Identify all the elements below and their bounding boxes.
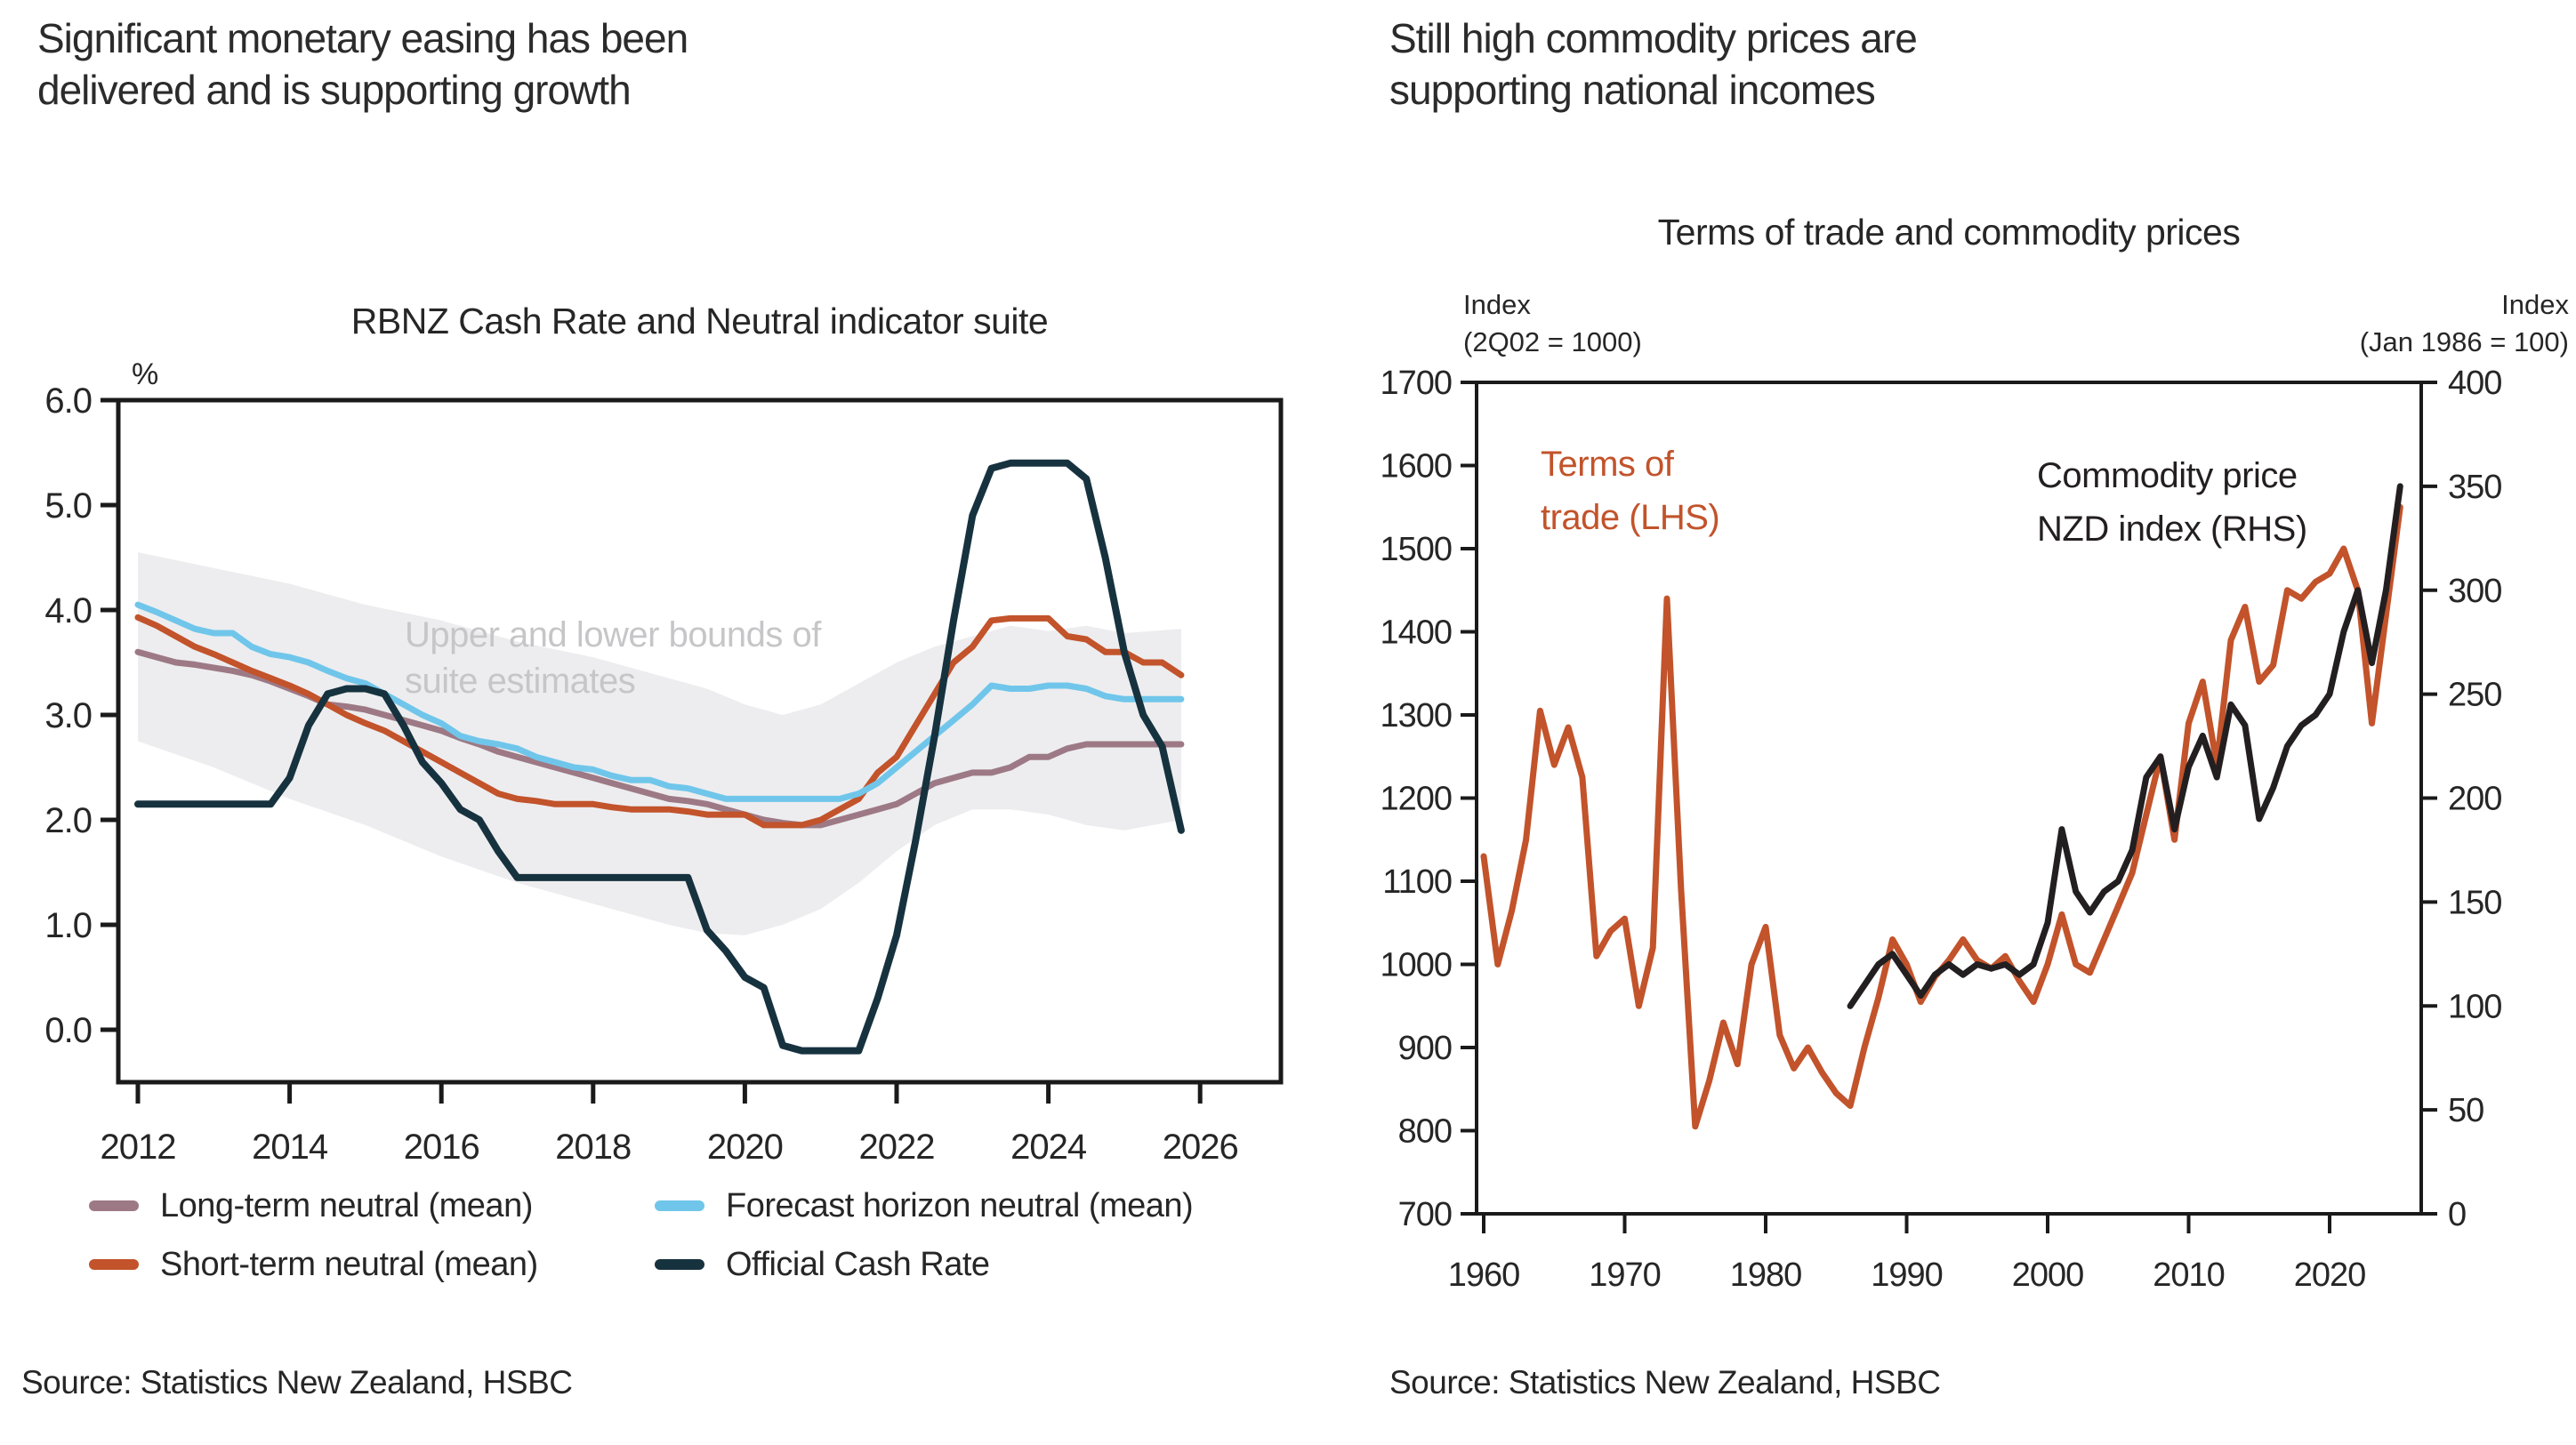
official-cash-rate-label: Official Cash Rate (726, 1245, 990, 1283)
svg-text:50: 50 (2448, 1092, 2483, 1129)
series-commodity-price-nzd-index-rhs- (1847, 483, 2403, 1009)
svg-text:300: 300 (2448, 573, 2501, 610)
right-panel-title-line2: supporting national incomes (1389, 67, 1876, 113)
left-axis-note-line1: Index (1463, 289, 1531, 320)
svg-text:350: 350 (2448, 469, 2501, 506)
series-forecast-horizon-neutral-mean- (134, 601, 1185, 802)
series-official-cash-rate (134, 459, 1185, 1055)
commodity-price-annotation: Commodity price NZD index (RHS) (2037, 449, 2307, 556)
right-plot-frame (1475, 381, 2423, 1216)
svg-text:2012: 2012 (101, 1128, 176, 1167)
long-term-neutral-swatch (89, 1200, 139, 1211)
svg-text:150: 150 (2448, 884, 2501, 921)
svg-text:1100: 1100 (1382, 863, 1452, 901)
svg-text:1300: 1300 (1380, 697, 1452, 735)
svg-text:2018: 2018 (555, 1128, 631, 1167)
short-term-neutral-swatch (89, 1259, 139, 1270)
suite-estimates-band (138, 552, 1181, 935)
svg-text:0: 0 (2448, 1196, 2466, 1233)
official-cash-rate-swatch (655, 1259, 704, 1270)
svg-text:700: 700 (1398, 1196, 1452, 1233)
left-plot-frame (116, 397, 1284, 1085)
svg-text:2000: 2000 (2012, 1256, 2084, 1294)
svg-text:2022: 2022 (859, 1128, 935, 1167)
svg-text:1600: 1600 (1380, 448, 1452, 486)
band-annotation: Upper and lower bounds of suite estimate… (405, 612, 821, 704)
commodity-price-annotation-line1: Commodity price (2037, 456, 2298, 495)
svg-text:400: 400 (2448, 365, 2501, 402)
left-panel-title-line1: Significant monetary easing has been (37, 15, 688, 61)
svg-text:2024: 2024 (1010, 1128, 1087, 1167)
svg-text:1960: 1960 (1448, 1256, 1520, 1294)
right-axis-note-line1: Index (2501, 289, 2569, 320)
right-source: Source: Statistics New Zealand, HSBC (1389, 1364, 1941, 1401)
svg-text:800: 800 (1398, 1113, 1452, 1151)
svg-text:6.0: 6.0 (44, 381, 92, 421)
terms-of-trade-annotation: Terms of trade (LHS) (1541, 438, 1720, 544)
left-axis-note-line2: (2Q02 = 1000) (1463, 326, 1642, 357)
svg-text:2020: 2020 (707, 1128, 783, 1167)
terms-of-trade-chart: 1700160015001400130012001100100090080070… (1380, 365, 2502, 1294)
short-term-neutral-label: Short-term neutral (mean) (160, 1245, 538, 1283)
svg-text:2014: 2014 (252, 1128, 328, 1167)
right-panel-title-line1: Still high commodity prices are (1389, 15, 1918, 61)
right-axis-note-line2: (Jan 1986 = 100) (2359, 326, 2569, 357)
legend-item-short-term-neutral: Short-term neutral (mean) (89, 1245, 538, 1284)
terms-of-trade-annotation-line2: trade (LHS) (1541, 498, 1720, 537)
svg-text:2010: 2010 (2153, 1256, 2225, 1294)
svg-text:900: 900 (1398, 1030, 1452, 1067)
svg-text:1970: 1970 (1589, 1256, 1661, 1294)
terms-of-trade-annotation-line1: Terms of (1541, 445, 1674, 484)
left-source: Source: Statistics New Zealand, HSBC (21, 1364, 573, 1401)
right-axis-note: Index (Jan 1986 = 100) (2213, 286, 2569, 361)
svg-text:1000: 1000 (1380, 947, 1452, 984)
right-chart-title: Terms of trade and commodity prices (1657, 212, 2241, 253)
svg-text:2.0: 2.0 (44, 801, 92, 840)
long-term-neutral-label: Long-term neutral (mean) (160, 1186, 533, 1224)
band-annotation-line2: suite estimates (405, 662, 636, 701)
svg-text:1.0: 1.0 (44, 906, 92, 945)
legend-item-official-cash-rate: Official Cash Rate (655, 1245, 990, 1284)
svg-text:3.0: 3.0 (44, 696, 92, 735)
series-short-term-neutral-mean- (134, 614, 1185, 829)
svg-text:200: 200 (2448, 781, 2501, 818)
svg-text:1990: 1990 (1871, 1256, 1943, 1294)
forecast-horizon-neutral-swatch (655, 1200, 704, 1211)
svg-text:100: 100 (2448, 988, 2501, 1025)
legend-item-forecast-horizon-neutral: Forecast horizon neutral (mean) (655, 1186, 1194, 1225)
svg-text:1400: 1400 (1380, 614, 1452, 652)
left-chart-title: RBNZ Cash Rate and Neutral indicator sui… (350, 301, 1049, 341)
svg-text:1500: 1500 (1380, 531, 1452, 568)
commodity-price-annotation-line2: NZD index (RHS) (2037, 510, 2307, 549)
svg-text:1980: 1980 (1730, 1256, 1802, 1294)
svg-text:250: 250 (2448, 677, 2501, 714)
right-panel: Still high commodity prices are supporti… (1290, 0, 2576, 1445)
left-axis-note: Index (2Q02 = 1000) (1463, 286, 1642, 361)
left-panel-title-line2: delivered and is supporting growth (37, 67, 632, 113)
left-panel-title: Significant monetary easing has been del… (37, 12, 1247, 116)
legend-item-long-term-neutral: Long-term neutral (mean) (89, 1186, 533, 1225)
svg-text:0.0: 0.0 (44, 1011, 92, 1050)
svg-text:4.0: 4.0 (44, 591, 92, 630)
svg-text:%: % (132, 357, 158, 391)
svg-text:2016: 2016 (404, 1128, 479, 1167)
left-panel: Significant monetary easing has been del… (21, 12, 1284, 1401)
right-panel-title: Still high commodity prices are supporti… (1389, 12, 2564, 116)
forecast-horizon-neutral-label: Forecast horizon neutral (mean) (726, 1186, 1194, 1224)
svg-text:2026: 2026 (1163, 1128, 1238, 1167)
svg-text:5.0: 5.0 (44, 486, 92, 526)
band-annotation-line1: Upper and lower bounds of (405, 615, 821, 654)
svg-text:1200: 1200 (1380, 781, 1452, 818)
svg-text:1700: 1700 (1380, 365, 1452, 402)
rbnz-cash-rate-chart: 6.0 5.0 4.0 3.0 2.0 1.0 0.0 2012 2014 2016 2018 202… (44, 357, 1284, 1167)
svg-text:2020: 2020 (2294, 1256, 2366, 1294)
